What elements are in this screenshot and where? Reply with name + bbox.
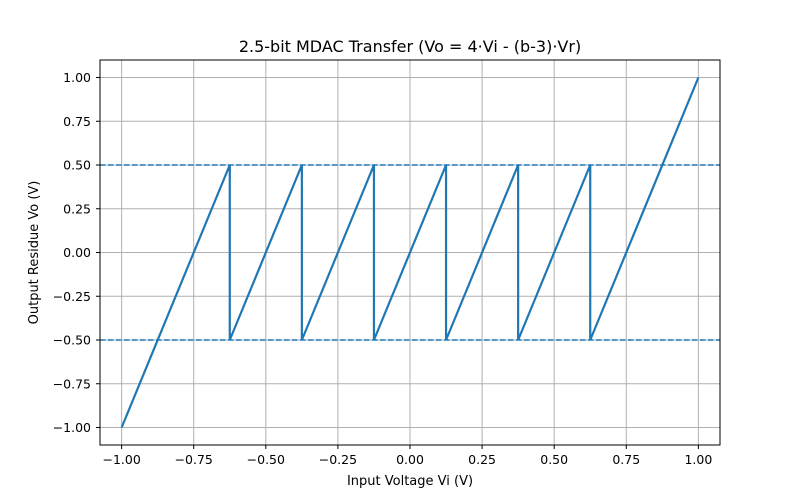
y-tick-label: 0.25: [63, 201, 91, 216]
x-tick-label: 0.25: [468, 452, 496, 467]
x-tick-label: −0.25: [319, 452, 357, 467]
y-tick-label: 1.00: [63, 70, 91, 85]
y-tick-label: −0.75: [53, 376, 91, 391]
x-tick-label: 0.75: [612, 452, 640, 467]
y-axis-label: Output Residue Vo (V): [27, 181, 42, 325]
y-tick-label: 0.00: [63, 245, 91, 260]
y-tick-label: 0.75: [63, 114, 91, 129]
x-tick-label: 0.50: [540, 452, 568, 467]
x-axis-label: Input Voltage Vi (V): [347, 474, 473, 489]
x-tick-label: −1.00: [102, 452, 140, 467]
y-tick-label: −0.25: [53, 289, 91, 304]
series-layer: [120, 77, 700, 428]
chart-title: 2.5-bit MDAC Transfer (Vo = 4·Vi - (b-3)…: [239, 37, 581, 56]
x-tick-label: 1.00: [684, 452, 712, 467]
x-tick-label: 0.00: [396, 452, 424, 467]
reference-lines: [100, 164, 720, 341]
y-tick-label: 0.50: [63, 158, 91, 173]
x-tick-label: −0.50: [247, 452, 285, 467]
series-line: [120, 77, 700, 428]
y-tick-label: −1.00: [53, 420, 91, 435]
x-tick-label: −0.75: [175, 452, 213, 467]
tick-layer: −1.00 −0.75 −0.50 −0.25 0.00 0.25 0.50 0.75 1.00…: [53, 70, 713, 467]
y-tick-label: −0.50: [53, 333, 91, 348]
